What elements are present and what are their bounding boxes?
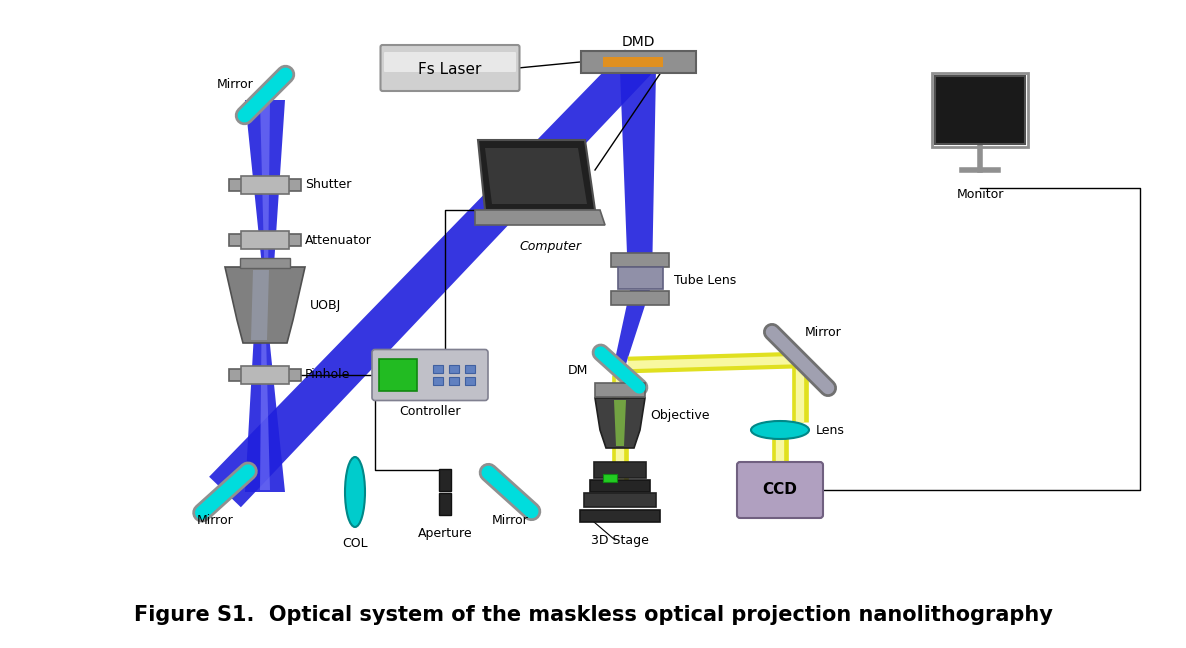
Polygon shape [209, 49, 651, 507]
Text: Fs Laser: Fs Laser [419, 62, 482, 78]
Text: COL: COL [343, 537, 368, 550]
Bar [595, 383, 645, 397]
Text: DM: DM [568, 364, 588, 376]
Bar [433, 365, 444, 373]
Text: Lens: Lens [816, 424, 844, 437]
Polygon shape [476, 210, 605, 225]
Bar [229, 369, 301, 381]
Bar [589, 480, 650, 492]
Ellipse shape [751, 421, 809, 439]
Bar [229, 234, 301, 246]
Text: 3D Stage: 3D Stage [591, 534, 649, 547]
Bar [594, 462, 646, 478]
Polygon shape [614, 290, 650, 364]
Bar [465, 365, 476, 373]
Bar [580, 51, 695, 73]
Bar [580, 510, 659, 522]
Polygon shape [478, 140, 595, 210]
Text: Aperture: Aperture [417, 527, 472, 540]
Text: Shutter: Shutter [305, 178, 351, 192]
Polygon shape [485, 148, 587, 204]
Text: Attenuator: Attenuator [305, 233, 372, 246]
Polygon shape [614, 400, 626, 446]
Bar [611, 291, 669, 305]
Bar [602, 474, 617, 482]
Bar [433, 377, 444, 385]
Bar [584, 493, 656, 507]
Bar [241, 176, 289, 194]
FancyBboxPatch shape [737, 462, 823, 518]
Polygon shape [595, 398, 645, 448]
Text: Mirror: Mirror [216, 78, 253, 91]
Text: DMD: DMD [621, 35, 655, 49]
Text: Tube Lens: Tube Lens [674, 273, 737, 286]
Bar [465, 377, 476, 385]
Text: Computer: Computer [519, 240, 581, 253]
Bar [611, 253, 669, 267]
Text: Figure S1.  Optical system of the maskless optical projection nanolithography: Figure S1. Optical system of the maskles… [134, 605, 1052, 625]
Bar [602, 57, 663, 67]
Bar [449, 365, 459, 373]
Bar [935, 76, 1025, 144]
Bar [240, 258, 291, 268]
Ellipse shape [345, 457, 365, 527]
Text: CCD: CCD [763, 483, 797, 498]
Text: UOBJ: UOBJ [310, 299, 342, 312]
Polygon shape [260, 100, 270, 490]
Text: Mirror: Mirror [805, 325, 842, 338]
FancyBboxPatch shape [384, 52, 516, 72]
Bar [229, 179, 301, 191]
Bar [449, 377, 459, 385]
Polygon shape [620, 70, 656, 280]
Bar [618, 267, 663, 289]
Bar [241, 366, 289, 384]
FancyBboxPatch shape [372, 349, 487, 400]
Bar [439, 469, 451, 491]
Bar [241, 231, 289, 249]
FancyBboxPatch shape [381, 45, 519, 91]
Bar [380, 359, 417, 391]
Text: Pinhole: Pinhole [305, 369, 350, 382]
Text: Mirror: Mirror [197, 514, 234, 527]
Bar [439, 493, 451, 515]
Text: Controller: Controller [400, 405, 460, 418]
Bar [932, 73, 1028, 147]
Polygon shape [246, 100, 285, 492]
Polygon shape [251, 270, 269, 340]
Polygon shape [225, 267, 305, 343]
Text: Objective: Objective [650, 408, 709, 421]
Text: Mirror: Mirror [492, 514, 529, 527]
Text: Monitor: Monitor [956, 188, 1003, 201]
